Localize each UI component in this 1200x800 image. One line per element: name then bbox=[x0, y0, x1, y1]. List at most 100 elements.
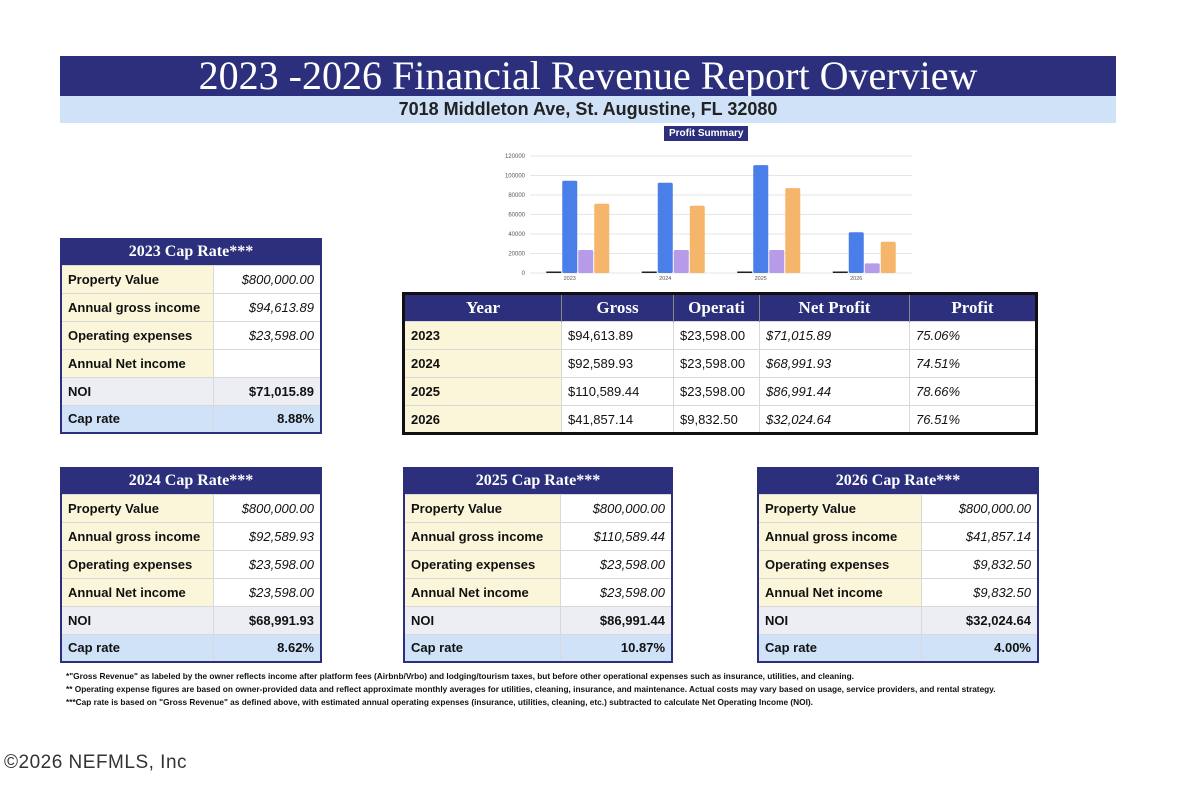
row-value: $9,832.50 bbox=[921, 577, 1039, 607]
summary-profit-pct: 76.51% bbox=[909, 405, 1037, 434]
footnote-2: ** Operating expense figures are based o… bbox=[66, 684, 996, 694]
summary-operating: $23,598.00 bbox=[673, 321, 760, 350]
row-value: $23,598.00 bbox=[560, 577, 673, 607]
row-label: Annual gross income bbox=[403, 521, 562, 551]
summary-net-profit: $32,024.64 bbox=[759, 405, 910, 434]
y-tick-label: 0 bbox=[522, 271, 526, 277]
noi-row: NOI $68,991.93 bbox=[60, 605, 322, 635]
row-label: Operating expenses bbox=[403, 549, 562, 579]
row-value: $92,589.93 bbox=[212, 521, 322, 551]
y-tick-label: 80000 bbox=[508, 193, 525, 199]
summary-profit-pct: 78.66% bbox=[909, 377, 1037, 406]
row-value: $23,598.00 bbox=[212, 549, 322, 579]
noi-label: NOI bbox=[60, 376, 214, 406]
summary-year: 2024 bbox=[403, 349, 562, 378]
row-value bbox=[212, 348, 322, 378]
x-tick-label: 2025 bbox=[755, 276, 767, 282]
cap-rate-table-2023: 2023 Cap Rate*** Property Value $800,000.0… bbox=[60, 238, 322, 434]
row-label: Annual Net income bbox=[757, 577, 923, 607]
cap-table-header-row: 2024 Cap Rate*** bbox=[61, 468, 321, 494]
y-tick-label: 100000 bbox=[505, 174, 526, 180]
summary-header-row: Year Gross Operati Net Profit Profit bbox=[403, 293, 1037, 322]
summary-year: 2023 bbox=[403, 321, 562, 350]
footnote-3: ***Cap rate is based on "Gross Revenue" … bbox=[66, 697, 813, 707]
row-label: Operating expenses bbox=[60, 320, 214, 350]
y-tick-label: 20000 bbox=[508, 252, 525, 258]
bar-2023-series-4 bbox=[594, 203, 610, 273]
noi-label: NOI bbox=[757, 605, 923, 635]
row-label: Annual Net income bbox=[403, 577, 562, 607]
cap-rate-table-2025: 2025 Cap Rate*** Property Value $800,000.0… bbox=[403, 467, 673, 663]
summary-net-profit: $68,991.93 bbox=[759, 349, 910, 378]
summary-operating: $9,832.50 bbox=[673, 405, 760, 434]
cap-rate-label: Cap rate bbox=[757, 633, 923, 663]
bar-2025-series-3 bbox=[769, 249, 785, 273]
noi-value: $71,015.89 bbox=[212, 376, 322, 406]
row-label: Property Value bbox=[757, 493, 923, 523]
chart-svg: 0 20000 40000 60000 80000 100000 120000 2023 202… bbox=[505, 154, 912, 282]
cap-table-title: 2023 Cap Rate*** bbox=[61, 239, 321, 265]
cap-table-header-row: 2025 Cap Rate*** bbox=[404, 468, 672, 494]
noi-row: NOI $32,024.64 bbox=[757, 605, 1039, 635]
cap-table-row: Annual Net income $9,832.50 bbox=[757, 577, 1039, 607]
cap-table-row: Annual Net income bbox=[60, 348, 322, 378]
row-value: $94,613.89 bbox=[212, 292, 322, 322]
cap-rate-label: Cap rate bbox=[403, 633, 562, 663]
bar-2024-series-4 bbox=[689, 205, 705, 273]
row-label: Annual gross income bbox=[60, 521, 214, 551]
header-gross: Gross bbox=[561, 293, 674, 322]
cap-rate-value: 8.62% bbox=[212, 633, 322, 663]
cap-table-row: Operating expenses $23,598.00 bbox=[60, 320, 322, 350]
row-label: Property Value bbox=[403, 493, 562, 523]
noi-value: $32,024.64 bbox=[921, 605, 1039, 635]
bar-2026-series-3 bbox=[864, 263, 880, 273]
row-value: $9,832.50 bbox=[921, 549, 1039, 579]
cap-rate-row: Cap rate 10.87% bbox=[403, 633, 673, 663]
property-address: 7018 Middleton Ave, St. Augustine, FL 32… bbox=[60, 96, 1116, 123]
summary-profit-pct: 75.06% bbox=[909, 321, 1037, 350]
summary-gross: $110,589.44 bbox=[561, 377, 674, 406]
summary-row: 2026 $41,857.14 $9,832.50 $32,024.64 76.51% bbox=[403, 405, 1037, 434]
header-profit: Profit bbox=[909, 293, 1037, 322]
noi-value: $68,991.93 bbox=[212, 605, 322, 635]
cap-table-row: Annual gross income $94,613.89 bbox=[60, 292, 322, 322]
cap-table-title: 2025 Cap Rate*** bbox=[404, 468, 672, 494]
summary-row: 2024 $92,589.93 $23,598.00 $68,991.93 74.51% bbox=[403, 349, 1037, 378]
row-value: $800,000.00 bbox=[921, 493, 1039, 523]
summary-gross: $41,857.14 bbox=[561, 405, 674, 434]
cap-rate-table-2024: 2024 Cap Rate*** Property Value $800,000.0… bbox=[60, 467, 322, 663]
footnote-1: *"Gross Revenue" as labeled by the owner… bbox=[66, 671, 854, 681]
header-net-profit: Net Profit bbox=[759, 293, 910, 322]
row-label: Operating expenses bbox=[757, 549, 923, 579]
footnotes: *"Gross Revenue" as labeled by the owner… bbox=[66, 670, 1126, 709]
summary-row: 2025 $110,589.44 $23,598.00 $86,991.44 78.66… bbox=[403, 377, 1037, 406]
bar-2026-series-1 bbox=[832, 271, 848, 273]
summary-operating: $23,598.00 bbox=[673, 349, 760, 378]
summary-table: Year Gross Operati Net Profit Profit 202… bbox=[402, 292, 1038, 435]
row-value: $110,589.44 bbox=[560, 521, 673, 551]
row-value: $23,598.00 bbox=[212, 320, 322, 350]
noi-label: NOI bbox=[403, 605, 562, 635]
summary-year: 2025 bbox=[403, 377, 562, 406]
row-label: Annual gross income bbox=[757, 521, 923, 551]
cap-rate-label: Cap rate bbox=[60, 404, 214, 434]
cap-rate-value: 10.87% bbox=[560, 633, 673, 663]
header-year: Year bbox=[403, 293, 562, 322]
noi-row: NOI $86,991.44 bbox=[403, 605, 673, 635]
x-tick-label: 2023 bbox=[564, 276, 576, 282]
cap-table-row: Annual Net income $23,598.00 bbox=[403, 577, 673, 607]
row-value: $23,598.00 bbox=[212, 577, 322, 607]
cap-rate-value: 8.88% bbox=[212, 404, 322, 434]
cap-table-header-row: 2026 Cap Rate*** bbox=[758, 468, 1038, 494]
summary-year: 2026 bbox=[403, 405, 562, 434]
bar-2023-series-2 bbox=[562, 180, 578, 273]
row-value: $800,000.00 bbox=[212, 493, 322, 523]
cap-table-header-row: 2023 Cap Rate*** bbox=[61, 239, 321, 265]
row-value: $800,000.00 bbox=[560, 493, 673, 523]
bar-2025-series-4 bbox=[785, 188, 801, 273]
cap-table-row: Operating expenses $23,598.00 bbox=[60, 549, 322, 579]
profit-summary-chart: Profit Summary 0 20000 40000 60000 80000 1000… bbox=[496, 126, 916, 286]
cap-rate-table-2026: 2026 Cap Rate*** Property Value $800,000.0… bbox=[757, 467, 1039, 663]
summary-gross: $94,613.89 bbox=[561, 321, 674, 350]
y-tick-label: 40000 bbox=[508, 232, 525, 238]
